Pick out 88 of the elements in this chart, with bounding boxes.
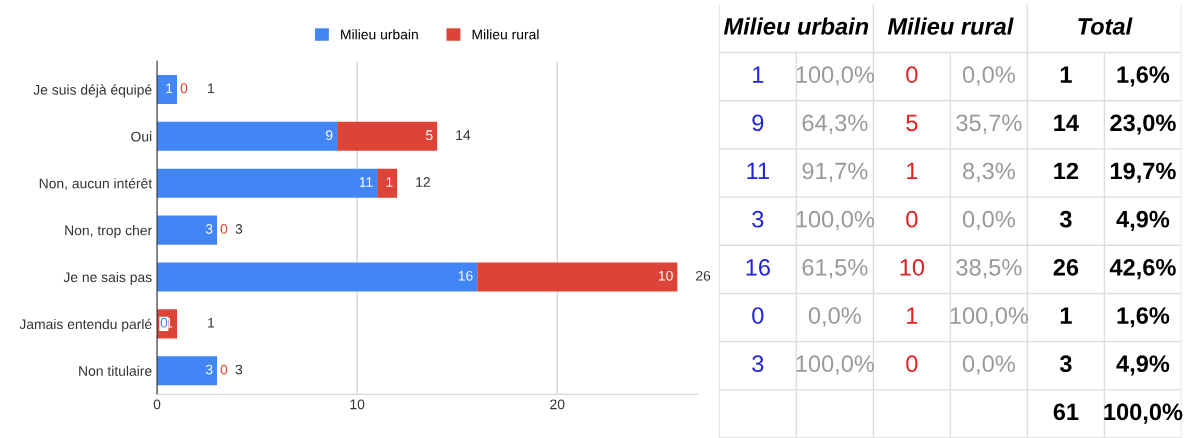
annotation: 16	[458, 270, 473, 281]
text: 91,7%	[802, 162, 868, 183]
y-tick-label: Jamais entendu parlé	[19, 318, 152, 332]
bar	[157, 121, 338, 151]
data-label: 5	[906, 114, 918, 132]
bar	[337, 121, 438, 151]
annotation: 0	[220, 364, 228, 375]
text: 0,0%	[962, 210, 1015, 231]
total-label: 1	[208, 83, 215, 94]
annotation: 1	[386, 177, 393, 187]
annotation: 1	[166, 83, 173, 94]
text: 38,5%	[956, 258, 1022, 279]
data-label: 10	[900, 258, 925, 276]
y-tick-label: Non titulaire	[79, 365, 152, 376]
bar	[157, 356, 218, 386]
annotation: 3	[205, 224, 213, 234]
y-tick-label: Je suis déjà équipé	[33, 84, 152, 98]
data-label: 0	[752, 307, 764, 324]
data-label: 0	[906, 66, 918, 83]
data-label: 1	[753, 66, 764, 83]
text: 14	[1054, 114, 1079, 131]
y-tick-label: Non, aucun intérêt	[39, 178, 153, 191]
annotation: 5	[426, 130, 433, 141]
total-label: 14	[456, 130, 471, 140]
data-label: 3	[752, 210, 764, 228]
bar	[377, 168, 398, 198]
bar	[157, 168, 378, 198]
text: 1,6%	[1117, 307, 1170, 328]
text: 35,7%	[956, 114, 1022, 134]
text: 12	[1054, 162, 1079, 180]
legend-label: Milieu rural	[472, 29, 539, 40]
y-tick-label: Non, trop cher	[65, 225, 152, 239]
total-label: 1	[208, 317, 215, 328]
text: 19,7%	[1110, 162, 1176, 183]
text: 1,6%	[1117, 66, 1170, 87]
total-label: 12	[416, 177, 430, 187]
text: 100,0%	[950, 307, 1029, 327]
legend-label: Milieu urbain	[341, 29, 418, 40]
data-label: 16	[746, 258, 770, 276]
text: 100,0%	[796, 355, 875, 375]
text: Milieu rural	[887, 17, 1014, 35]
text: 26	[1053, 258, 1079, 276]
x-tick-label: 20	[550, 399, 565, 410]
text: 100,0%	[1104, 403, 1183, 424]
bar	[157, 215, 218, 245]
annotation: 9	[326, 130, 333, 141]
text: 4,9%	[1116, 210, 1170, 231]
text: 64,3%	[802, 114, 868, 134]
total-label: 26	[696, 270, 711, 281]
text: 0,0%	[962, 355, 1015, 375]
text: 61,5%	[802, 258, 868, 279]
total-label: 3	[235, 364, 243, 375]
bar	[157, 262, 478, 292]
annotation: 10	[658, 270, 673, 281]
text: Total	[1078, 17, 1133, 35]
total-label: 3	[235, 224, 243, 234]
annotation: 3	[205, 364, 213, 375]
data-label: 1	[907, 162, 918, 180]
y-tick-label: Je ne sais pas	[63, 271, 152, 285]
text: 61	[1053, 403, 1079, 421]
text: 0,0%	[962, 66, 1015, 86]
annotation: 0	[220, 224, 228, 234]
text: 8,3%	[963, 162, 1015, 183]
y-tick-label: Oui	[131, 131, 152, 142]
data-label: 1	[907, 307, 918, 324]
x-tick-label: 0	[153, 399, 161, 410]
text: 100,0%	[796, 66, 875, 86]
text: Milieu urbain	[723, 17, 869, 35]
annotation: 0	[180, 83, 188, 94]
text: 23,0%	[1110, 114, 1176, 135]
annotation: 0	[160, 317, 168, 328]
data-label: 3	[752, 355, 764, 373]
text: 42,6%	[1109, 258, 1176, 280]
text: 0,0%	[808, 307, 861, 327]
text: 1	[1060, 307, 1072, 324]
annotation: 11	[359, 177, 373, 187]
bar	[477, 262, 678, 292]
data-label: 9	[752, 114, 764, 132]
data-label: 0	[906, 210, 918, 228]
text: 3	[1059, 355, 1072, 373]
text: 4,9%	[1116, 355, 1170, 376]
bar	[157, 74, 178, 104]
text: 100,0%	[796, 210, 875, 231]
data-label: 11	[747, 162, 769, 180]
text: 1	[1060, 66, 1072, 83]
text: 3	[1059, 210, 1072, 228]
x-tick-label: 10	[350, 399, 365, 410]
data-label: 0	[906, 355, 918, 373]
